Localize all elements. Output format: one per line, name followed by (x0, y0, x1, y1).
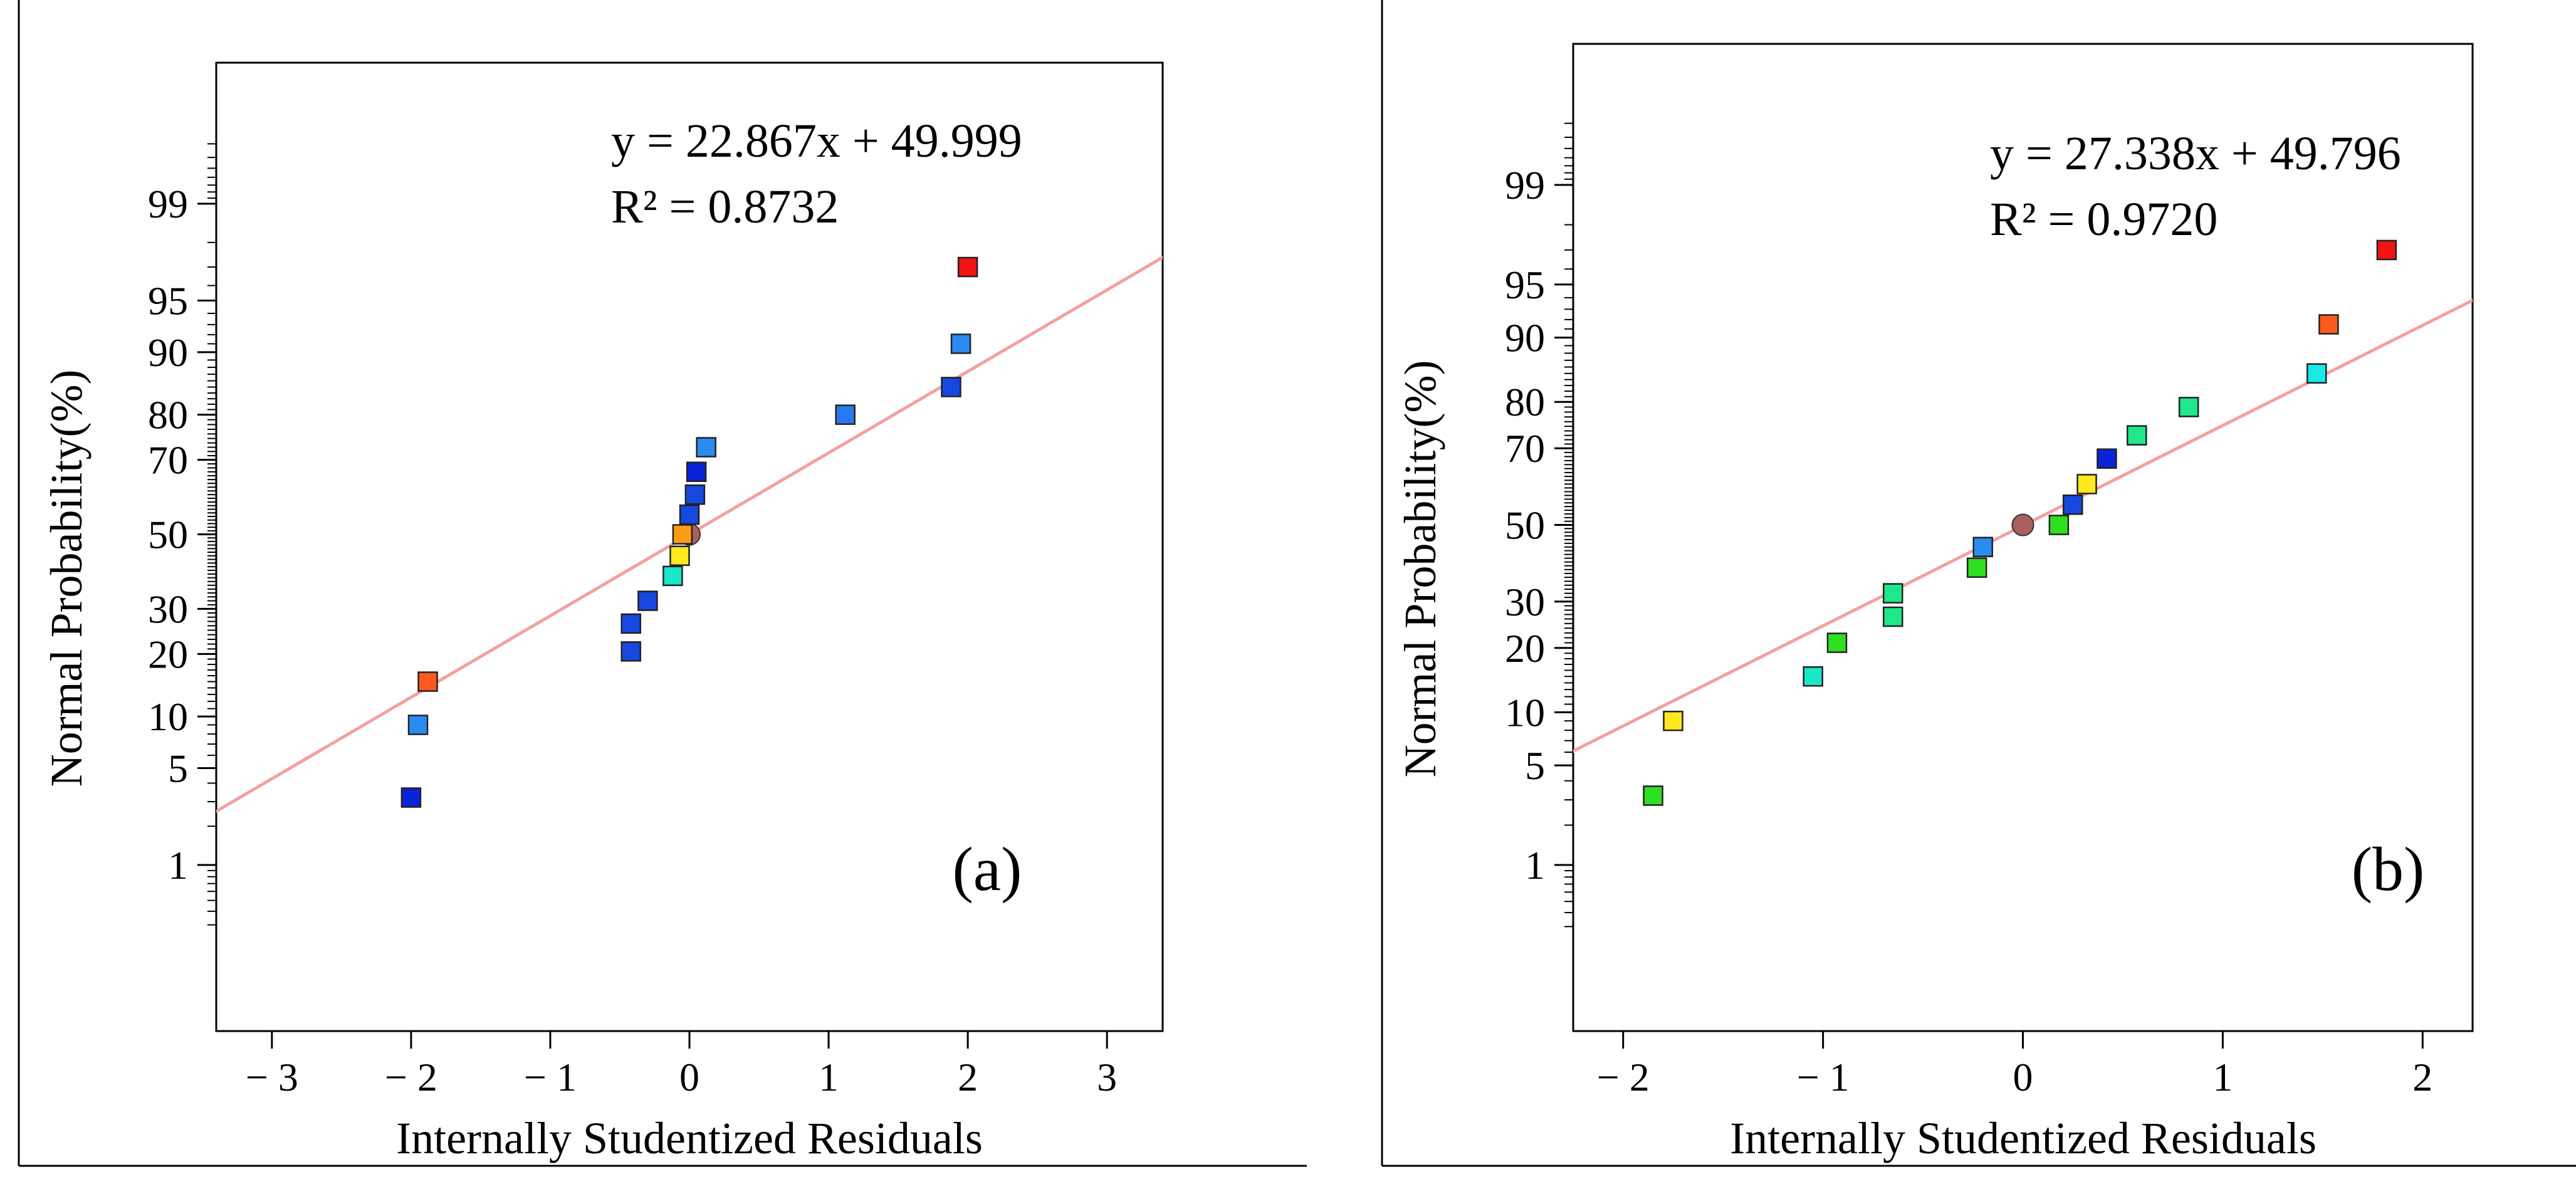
x-tick-label: − 3 (246, 1055, 298, 1099)
x-tick-label: − 2 (385, 1055, 437, 1099)
y-tick-label: 80 (1505, 380, 1545, 424)
data-point (835, 404, 856, 425)
data-point (620, 641, 641, 662)
y-tick-label: 30 (148, 587, 188, 631)
y-axis-label: Normal Probability(%) (1395, 360, 1445, 778)
panel-label: (a) (953, 834, 1022, 904)
x-tick-label: 1 (2212, 1055, 2233, 1099)
data-point (1803, 666, 1823, 687)
data-point (2048, 515, 2070, 535)
y-tick-label: 5 (1525, 743, 1545, 788)
x-axis-label: Internally Studentized Residuals (1730, 1113, 2317, 1163)
x-tick-label: − 1 (1797, 1055, 1850, 1099)
y-tick-label: 20 (148, 632, 188, 676)
y-tick-label: 10 (1505, 690, 1545, 735)
y-axis-label: Normal Probability(%) (41, 370, 92, 787)
panel-label: (b) (2352, 834, 2425, 904)
x-tick-label: − 2 (1597, 1055, 1650, 1099)
y-tick-label: 1 (1525, 843, 1545, 888)
equation-line-2: R² = 0.9720 (1990, 193, 2217, 246)
data-point (620, 613, 641, 634)
data-point (662, 565, 683, 587)
data-point (1972, 537, 1993, 557)
y-tick-label: 70 (1505, 426, 1545, 471)
y-tick-label: 1 (168, 843, 188, 888)
x-tick-label: 3 (1097, 1055, 1117, 1099)
data-point (2178, 397, 2199, 417)
data-point (669, 545, 690, 566)
plot-frame (1572, 43, 2474, 1032)
equation-line-1: y = 22.867x + 49.999 (611, 115, 1022, 167)
x-tick-label: 0 (2013, 1055, 2033, 1099)
data-point (1643, 785, 1663, 806)
data-point (941, 377, 961, 397)
x-tick-label: 2 (958, 1055, 978, 1099)
y-tick-label: 50 (148, 513, 188, 557)
x-tick-label: 2 (2412, 1055, 2432, 1099)
x-axis-label: Internally Studentized Residuals (396, 1113, 983, 1163)
y-tick-label: 5 (168, 746, 188, 790)
data-point (950, 333, 971, 354)
y-tick-label: 90 (148, 330, 188, 375)
data-point (684, 484, 706, 505)
data-point (2306, 363, 2327, 384)
equation-line-2: R² = 0.8732 (611, 181, 839, 233)
data-point (672, 524, 693, 545)
data-point (2076, 474, 2097, 495)
y-tick-label: 90 (1505, 316, 1545, 360)
y-tick-label: 95 (148, 279, 188, 323)
y-tick-label: 95 (1505, 263, 1545, 307)
y-tick-label: 30 (1505, 580, 1545, 624)
data-point (2097, 448, 2117, 469)
y-tick-label: 10 (148, 694, 188, 739)
data-point (2376, 239, 2397, 261)
data-point (2127, 425, 2147, 446)
data-point (1966, 557, 1987, 578)
x-tick-label: 1 (819, 1055, 839, 1099)
center-marker (2011, 513, 2034, 537)
data-point (637, 590, 658, 611)
data-point (401, 787, 422, 808)
data-point (417, 671, 438, 692)
y-tick-label: 99 (1505, 163, 1545, 207)
x-tick-label: − 1 (524, 1055, 577, 1099)
y-tick-label: 50 (1505, 503, 1545, 548)
data-point (2062, 494, 2083, 515)
data-point (686, 461, 707, 482)
data-point (696, 437, 716, 458)
y-tick-label: 70 (148, 438, 188, 483)
x-tick-label: 0 (679, 1055, 699, 1099)
data-point (2318, 314, 2339, 335)
data-point (1826, 632, 1848, 653)
data-point (1882, 583, 1903, 604)
data-point (957, 256, 978, 278)
data-point (1663, 710, 1683, 731)
data-point (407, 715, 429, 735)
y-tick-label: 99 (148, 182, 188, 226)
data-point (1882, 606, 1903, 627)
y-tick-label: 20 (1505, 626, 1545, 671)
data-point (679, 504, 700, 525)
equation-line-1: y = 27.338x + 49.796 (1990, 127, 2401, 180)
y-tick-label: 80 (148, 393, 188, 437)
